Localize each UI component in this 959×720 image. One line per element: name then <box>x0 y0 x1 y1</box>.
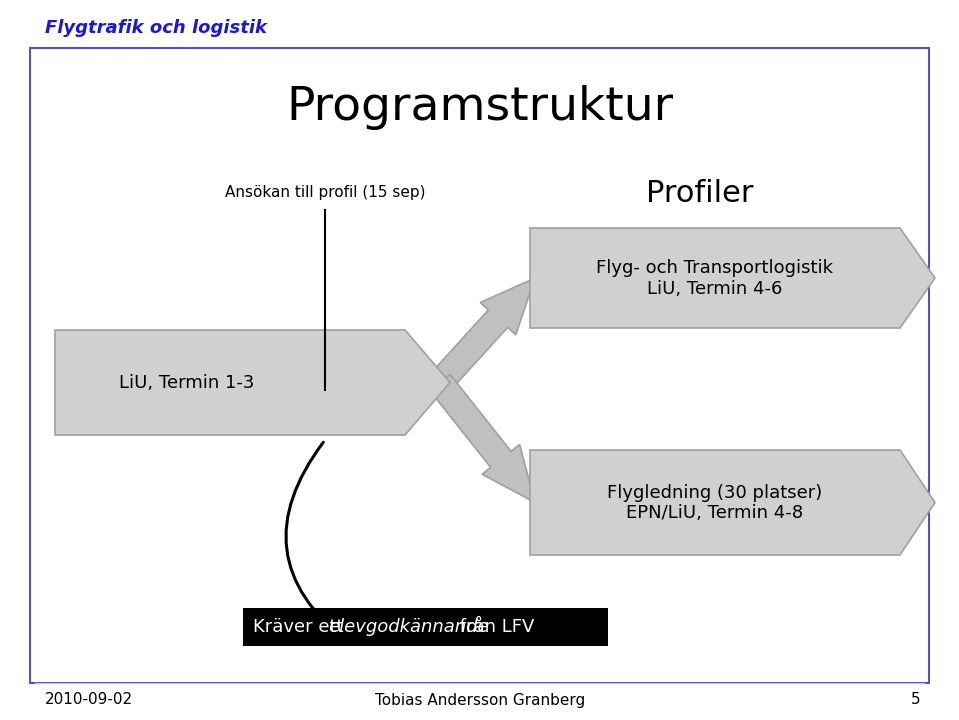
Text: Flygtrafik och logistik: Flygtrafik och logistik <box>45 19 267 37</box>
Text: Kräver ett: Kräver ett <box>253 618 349 636</box>
Polygon shape <box>530 450 935 555</box>
Polygon shape <box>430 374 535 503</box>
Text: från LFV: från LFV <box>454 618 534 636</box>
Text: Flygledning (30 platser): Flygledning (30 platser) <box>607 484 823 502</box>
Text: EPN/LiU, Termin 4-8: EPN/LiU, Termin 4-8 <box>626 505 804 523</box>
Text: Flyg- och Transportlogistik: Flyg- och Transportlogistik <box>596 259 833 277</box>
Text: Ansökan till profil (15 sep): Ansökan till profil (15 sep) <box>224 186 425 200</box>
Text: 5: 5 <box>910 693 920 708</box>
Text: elevgodkännande: elevgodkännande <box>328 618 489 636</box>
Text: Programstruktur: Programstruktur <box>287 86 673 130</box>
Text: Profiler: Profiler <box>646 179 754 207</box>
Polygon shape <box>431 278 535 391</box>
Bar <box>30 48 929 683</box>
Polygon shape <box>55 330 450 435</box>
Text: 2010-09-02: 2010-09-02 <box>45 693 133 708</box>
Text: LiU, Termin 4-6: LiU, Termin 4-6 <box>647 280 783 298</box>
FancyArrowPatch shape <box>286 442 348 643</box>
Bar <box>243 608 608 646</box>
Text: Tobias Andersson Granberg: Tobias Andersson Granberg <box>375 693 585 708</box>
Polygon shape <box>530 228 935 328</box>
Text: LiU, Termin 1-3: LiU, Termin 1-3 <box>119 374 254 392</box>
